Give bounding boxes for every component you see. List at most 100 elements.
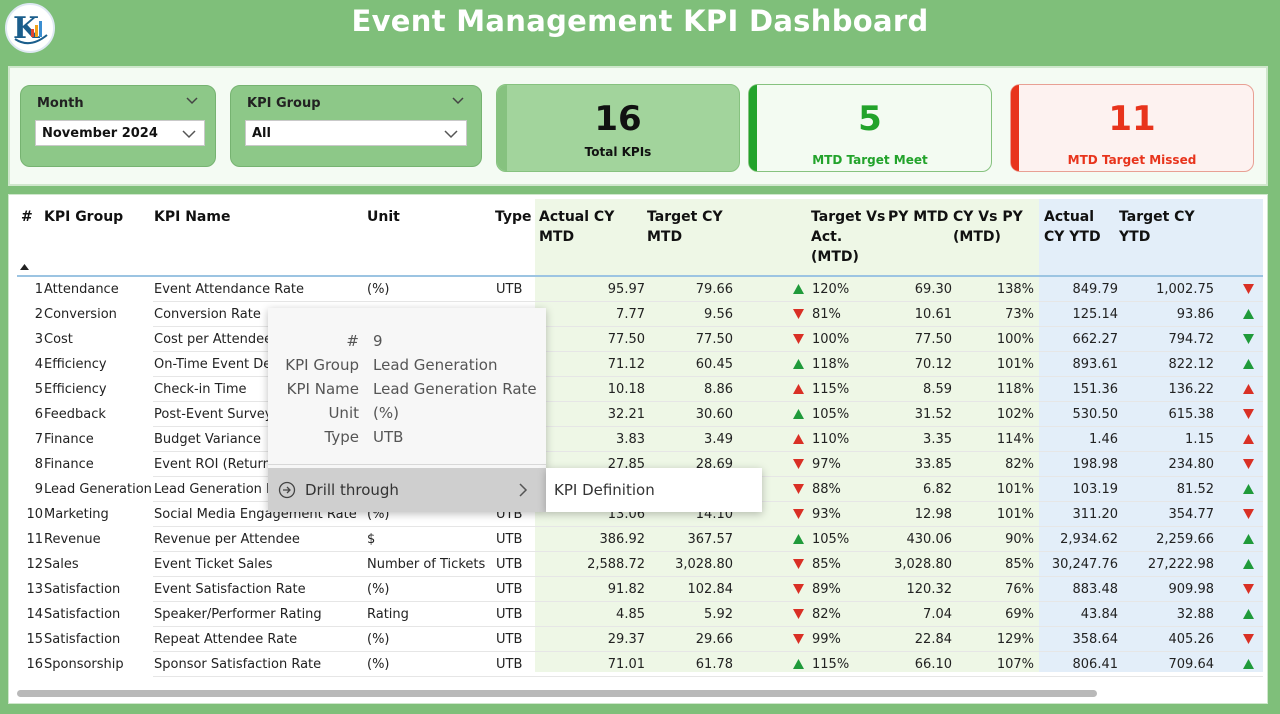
kpi-definition-menu-item[interactable]: KPI Definition (546, 468, 762, 512)
cell-type: UTB (496, 532, 523, 547)
table-row[interactable]: 16 Sponsorship Sponsor Satisfaction Rate (%… (17, 652, 1263, 677)
cell-py-mtd: 120.32 (906, 582, 953, 597)
kpi-table: # KPI Group KPI Name Unit Type Actual CY… (8, 194, 1268, 704)
cell-act-ytd: 198.98 (1072, 457, 1119, 472)
cell-tva: 105% (812, 532, 850, 547)
cell-tgt-ytd: 405.26 (1168, 632, 1215, 647)
cell-group: Satisfaction (44, 582, 121, 597)
cell-act-ytd: 662.27 (1072, 332, 1119, 347)
table-row[interactable]: 5 Efficiency Check-in Time 10.18 8.86 115% 8.5… (17, 377, 1263, 402)
cell-num: 12 (26, 557, 43, 572)
cell-unit: (%) (367, 657, 390, 672)
cell-name: Event ROI (Return o (154, 457, 283, 472)
cell-group: Satisfaction (44, 632, 121, 647)
col-header-actual-cy-mtd[interactable]: Actual CY MTD (539, 209, 615, 245)
cell-cyvspy: 118% (996, 382, 1034, 397)
cell-tgt-ytd: 27,222.98 (1147, 557, 1214, 572)
cell-tgt-mtd: 367.57 (687, 532, 734, 547)
cell-num: 13 (26, 582, 43, 597)
col-header-type[interactable]: Type (495, 209, 532, 225)
cell-tgt-ytd: 1.15 (1185, 432, 1214, 447)
col-header-target-cy-mtd[interactable]: Target CY MTD (647, 209, 723, 245)
cell-group: Efficiency (44, 382, 107, 397)
triangle-up-icon (1243, 384, 1254, 394)
tooltip-value: 9 (373, 332, 383, 350)
col-header-kpi-name[interactable]: KPI Name (154, 209, 231, 225)
cell-group: Attendance (44, 282, 119, 297)
cell-type: UTB (496, 282, 523, 297)
cell-py-mtd: 7.04 (923, 607, 952, 622)
cell-cyvspy: 101% (996, 357, 1034, 372)
cell-act-mtd: 32.21 (607, 407, 645, 422)
triangle-up-icon (1243, 534, 1254, 544)
kpi-group-dropdown-value: All (252, 126, 271, 141)
tooltip-value: (%) (373, 404, 399, 422)
cell-tva: 115% (812, 382, 850, 397)
col-header-unit[interactable]: Unit (367, 209, 400, 225)
cell-name: Cost per Attendee (154, 332, 273, 347)
cell-unit: Rating (367, 607, 409, 622)
cell-tva: 105% (812, 407, 850, 422)
cell-tgt-mtd: 3.49 (704, 432, 733, 447)
cell-act-ytd: 893.61 (1072, 357, 1119, 372)
row-divider (153, 376, 1263, 377)
cell-py-mtd: 3,028.80 (894, 557, 952, 572)
table-row[interactable]: 11 Revenue Revenue per Attendee $ UTB 386.92 3… (17, 527, 1263, 552)
drill-through-menu-item[interactable]: Drill through (268, 468, 546, 512)
cell-tgt-ytd: 909.98 (1168, 582, 1215, 597)
table-row[interactable]: 14 Satisfaction Speaker/Performer Rating Ra… (17, 602, 1263, 627)
table-row[interactable]: 2 Conversion Conversion Rate 7.77 9.56 81% 10.… (17, 302, 1263, 327)
cell-act-ytd: 125.14 (1072, 307, 1119, 322)
cell-cyvspy: 76% (1005, 582, 1034, 597)
triangle-down-icon (1243, 284, 1254, 294)
cell-name: Event Ticket Sales (154, 557, 273, 572)
table-row[interactable]: 13 Satisfaction Event Satisfaction Rate (%)… (17, 577, 1263, 602)
cell-cyvspy: 102% (996, 407, 1034, 422)
cell-tgt-mtd: 79.66 (695, 282, 733, 297)
triangle-up-icon (793, 434, 804, 444)
filter-panel: Month November 2024 KPI Group All 16 Tot… (8, 66, 1268, 186)
cell-tva: 115% (812, 657, 850, 672)
month-dropdown[interactable]: November 2024 (35, 120, 205, 146)
row-divider (153, 551, 1263, 552)
table-row[interactable]: 6 Feedback Post-Event Survey R 32.21 30.60 10… (17, 402, 1263, 427)
col-header-target-cy-ytd[interactable]: Target CY YTD (1119, 209, 1195, 245)
cell-tgt-ytd: 615.38 (1168, 407, 1215, 422)
cell-act-mtd: 29.37 (607, 632, 645, 647)
cell-act-ytd: 2,934.62 (1060, 532, 1118, 547)
sort-ascending-icon[interactable] (20, 264, 29, 270)
triangle-down-icon (793, 609, 804, 619)
col-header-py-mtd[interactable]: PY MTD (888, 209, 949, 225)
horizontal-scrollbar[interactable] (17, 690, 1097, 697)
col-header-kpi-group[interactable]: KPI Group (44, 209, 124, 225)
cell-act-ytd: 311.20 (1072, 507, 1119, 522)
cell-act-mtd: 2,588.72 (587, 557, 645, 572)
table-row[interactable]: 7 Finance Budget Variance 3.83 3.49 110% 3.35 1… (17, 427, 1263, 452)
cell-tgt-mtd: 30.60 (695, 407, 733, 422)
col-header-cy-vs-py[interactable]: CY Vs PY (MTD) (953, 209, 1023, 245)
col-header-actual-cy-ytd[interactable]: Actual CY YTD (1044, 209, 1101, 245)
triangle-down-icon (1243, 509, 1254, 519)
col-header-num[interactable]: # (21, 209, 33, 225)
cell-act-ytd: 883.48 (1072, 582, 1119, 597)
col-header-target-vs-act[interactable]: Target Vs Act. (MTD) (811, 209, 886, 265)
chevron-down-icon[interactable] (451, 94, 465, 108)
cell-tva: 99% (812, 632, 841, 647)
table-row[interactable]: 1 Attendance Event Attendance Rate (%) UTB 95… (17, 277, 1263, 302)
mtd-target-meet-label: MTD Target Meet (812, 153, 928, 167)
triangle-down-icon (1243, 459, 1254, 469)
table-row[interactable]: 12 Sales Event Ticket Sales Number of Ticke… (17, 552, 1263, 577)
chevron-down-icon[interactable] (185, 94, 199, 108)
table-row[interactable]: 3 Cost Cost per Attendee 77.50 77.50 100% 77.5… (17, 327, 1263, 352)
cell-py-mtd: 66.10 (914, 657, 952, 672)
cell-tva: 89% (812, 582, 841, 597)
cell-act-ytd: 103.19 (1072, 482, 1119, 497)
cell-name: Check-in Time (154, 382, 247, 397)
tooltip-key: Unit (328, 404, 359, 422)
cell-act-ytd: 30,247.76 (1051, 557, 1118, 572)
table-row[interactable]: 4 Efficiency On-Time Event Deli 71.12 60.45 1… (17, 352, 1263, 377)
tooltip-value: Lead Generation Rate (373, 380, 537, 398)
table-row[interactable]: 15 Satisfaction Repeat Attendee Rate (%) UTB… (17, 627, 1263, 652)
kpi-group-dropdown[interactable]: All (245, 120, 467, 146)
cell-tgt-ytd: 32.88 (1176, 607, 1214, 622)
